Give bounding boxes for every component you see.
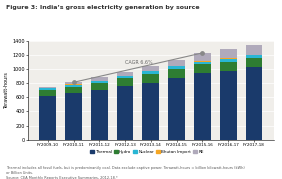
Bar bbox=[142, 83, 159, 140]
Text: Thermal includes all fossil fuels, but is predominantly coal. Data exclude capti: Thermal includes all fossil fuels, but i… bbox=[6, 166, 244, 179]
Bar bbox=[220, 62, 237, 71]
Bar bbox=[117, 72, 133, 76]
Bar bbox=[194, 61, 211, 62]
Point bbox=[71, 81, 76, 84]
Legend: Thermal, Hydro, Nuclear, Bhutan Import, RE: Thermal, Hydro, Nuclear, Bhutan Import, … bbox=[88, 148, 205, 155]
Bar bbox=[39, 90, 56, 96]
Bar bbox=[117, 76, 133, 78]
Bar bbox=[168, 66, 185, 69]
Bar bbox=[65, 93, 82, 140]
Bar bbox=[168, 69, 185, 78]
Bar bbox=[91, 90, 108, 140]
Bar bbox=[91, 81, 108, 83]
Bar bbox=[246, 45, 262, 55]
Bar bbox=[91, 83, 108, 90]
Bar bbox=[220, 49, 237, 59]
Bar bbox=[168, 60, 185, 66]
Bar bbox=[65, 86, 82, 93]
Y-axis label: Terawatt-hours: Terawatt-hours bbox=[5, 72, 10, 109]
Bar bbox=[39, 96, 56, 140]
Bar bbox=[168, 78, 185, 140]
Bar bbox=[65, 85, 82, 86]
Text: Figure 3: India’s gross electricity generation by source: Figure 3: India’s gross electricity gene… bbox=[6, 5, 199, 10]
Bar bbox=[246, 55, 262, 58]
Bar bbox=[142, 74, 159, 83]
Bar bbox=[65, 82, 82, 84]
Bar bbox=[117, 86, 133, 140]
Bar bbox=[220, 71, 237, 140]
Point bbox=[200, 52, 205, 54]
Bar bbox=[117, 78, 133, 86]
Bar bbox=[194, 64, 211, 73]
Bar bbox=[39, 88, 56, 90]
Bar bbox=[142, 71, 159, 74]
Bar bbox=[194, 73, 211, 140]
Bar bbox=[246, 58, 262, 67]
Text: CAGR 6.6%: CAGR 6.6% bbox=[125, 60, 153, 65]
Bar bbox=[91, 77, 108, 81]
Bar bbox=[246, 67, 262, 140]
Bar bbox=[194, 62, 211, 64]
Bar bbox=[220, 59, 237, 62]
Bar bbox=[39, 86, 56, 88]
Bar bbox=[194, 53, 211, 61]
Bar bbox=[142, 66, 159, 71]
Bar bbox=[65, 84, 82, 85]
